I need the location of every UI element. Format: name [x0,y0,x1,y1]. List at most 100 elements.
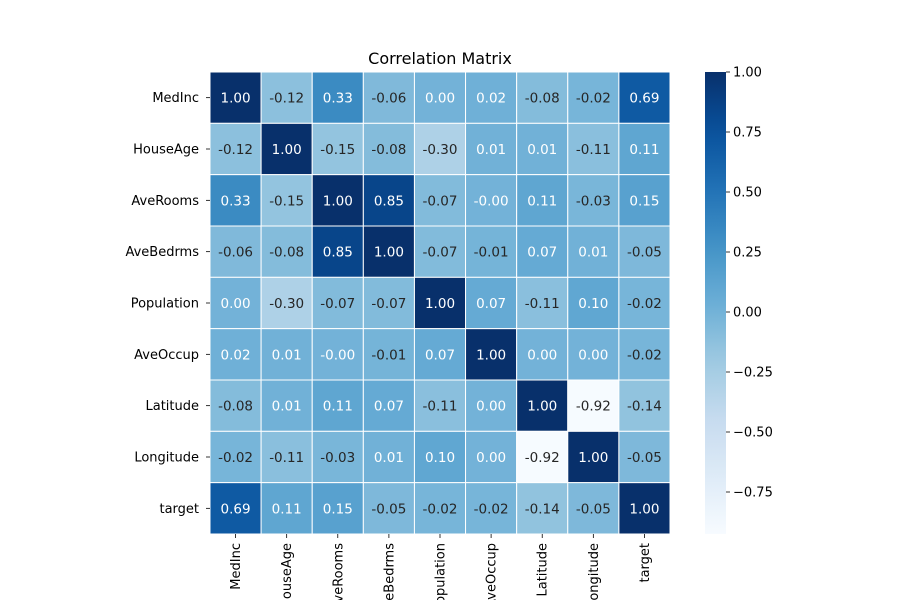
cell-annotation: 1.00 [374,245,404,261]
heatmap-cell [362,482,415,535]
row-label: MedInc [152,91,199,106]
cell-annotation: 0.00 [425,91,455,107]
cell-annotation: 1.00 [476,347,506,363]
heatmap-cell [465,430,518,484]
cell-annotation: -0.12 [269,91,304,107]
heatmap-cell [413,379,467,432]
cell-annotation: -0.11 [423,399,458,415]
heatmap-cell [209,122,262,176]
cell-annotation: 0.00 [578,347,608,363]
column-labels: MedInc HouseAge AveRooms AveBedrms Populatio… [229,534,653,600]
heatmap-cell [413,122,467,176]
cell-annotation: -0.02 [218,450,253,466]
heatmap-cell [618,430,671,484]
cell-annotation: 0.00 [476,399,506,415]
cell-annotation: -0.08 [525,91,560,107]
cell-annotation: -0.06 [218,245,253,261]
heatmap-cell [362,174,415,227]
heatmap-cell [516,430,569,484]
colorbar [705,72,726,534]
heatmap-cell [567,328,620,381]
heatmap-cell [516,122,569,176]
heatmap-cell [362,430,415,484]
colorbar-tick-label: 0.00 [733,306,762,321]
heatmap-cell [413,482,467,535]
cell-annotation: -0.02 [627,296,662,312]
cell-annotation: -0.14 [525,501,560,517]
colorbar-tick-label: −0.25 [733,366,773,381]
column-label: Population [434,543,449,600]
heatmap-cell [260,225,313,278]
cell-annotation: 0.11 [527,193,557,209]
cell-annotation: -0.08 [371,142,406,158]
heatmap-cell [618,482,671,535]
heatmap-cell [260,71,313,124]
cell-annotation: 0.01 [527,142,557,158]
colorbar-tick-label: 0.75 [733,126,762,141]
column-label: AveBedrms [382,543,397,600]
heatmap-cell [311,430,364,484]
chart-title: Correlation Matrix [368,49,512,68]
cell-annotation: 1.00 [527,399,557,415]
cell-annotation: 1.00 [323,193,353,209]
heatmap-cell [260,482,313,535]
cell-annotation: 1.00 [425,296,455,312]
heatmap-cell [209,482,262,535]
heatmap-cell [516,276,569,330]
heatmap-cell [209,174,262,227]
cell-annotation: 0.01 [272,347,302,363]
cell-annotation: -0.03 [320,450,355,466]
heatmap-cell [618,276,671,330]
row-labels: MedInc HouseAge AveRooms AveBedrms Populatio… [125,91,210,517]
row-label: target [159,502,199,517]
cell-annotation: 0.02 [476,91,506,107]
heatmap-cell [465,482,518,535]
cell-annotation: 0.02 [221,347,251,363]
cell-annotation: 0.07 [425,347,455,363]
cell-annotation: 1.00 [221,91,251,107]
cell-annotation: 0.33 [323,91,353,107]
column-label: MedInc [229,543,244,590]
cell-annotation: 0.10 [578,296,608,312]
colorbar-tick-label: 0.25 [733,246,762,261]
cell-annotation: -0.11 [576,142,611,158]
column-label: Longitude [587,543,602,600]
row-label: AveRooms [131,194,199,209]
heatmap-cell [209,328,262,381]
cell-annotation: -0.92 [576,399,611,415]
heatmap-cell [260,328,313,381]
cell-annotation: -0.02 [474,501,509,517]
colorbar-ticks: 1.00 0.75 0.50 0.25 0.00 −0.25 −0.50 −0.75 [726,66,773,501]
cell-annotation: 1.00 [629,501,659,517]
row-label: AveBedrms [125,245,199,260]
heatmap-cell [311,71,364,124]
heatmap-cell [567,122,620,176]
cell-annotation: 0.11 [272,501,302,517]
cell-annotation: -0.11 [525,296,560,312]
cell-annotation: -0.05 [627,450,662,466]
column-label: target [638,543,653,583]
row-label: Longitude [134,451,199,466]
heatmap-cell [413,328,467,381]
cell-annotation: -0.00 [474,193,509,209]
cell-annotation: -0.01 [371,347,406,363]
cell-annotation: 0.01 [476,142,506,158]
heatmap-cell [311,174,364,227]
cell-annotation: -0.01 [474,245,509,261]
heatmap-cell [618,122,671,176]
column-label: AveRooms [331,543,346,600]
cell-annotation: -0.05 [627,245,662,261]
heatmap-cell [209,379,262,432]
heatmap-cell [618,225,671,278]
cell-annotation: 0.07 [374,399,404,415]
cell-annotation: -0.07 [423,193,458,209]
cell-annotation: -0.15 [320,142,355,158]
heatmap-cell [209,225,262,278]
heatmap-cell [413,430,467,484]
column-label: HouseAge [280,543,295,600]
cell-annotation: 0.00 [527,347,557,363]
cell-annotation: -0.11 [269,450,304,466]
heatmap-cell [311,482,364,535]
